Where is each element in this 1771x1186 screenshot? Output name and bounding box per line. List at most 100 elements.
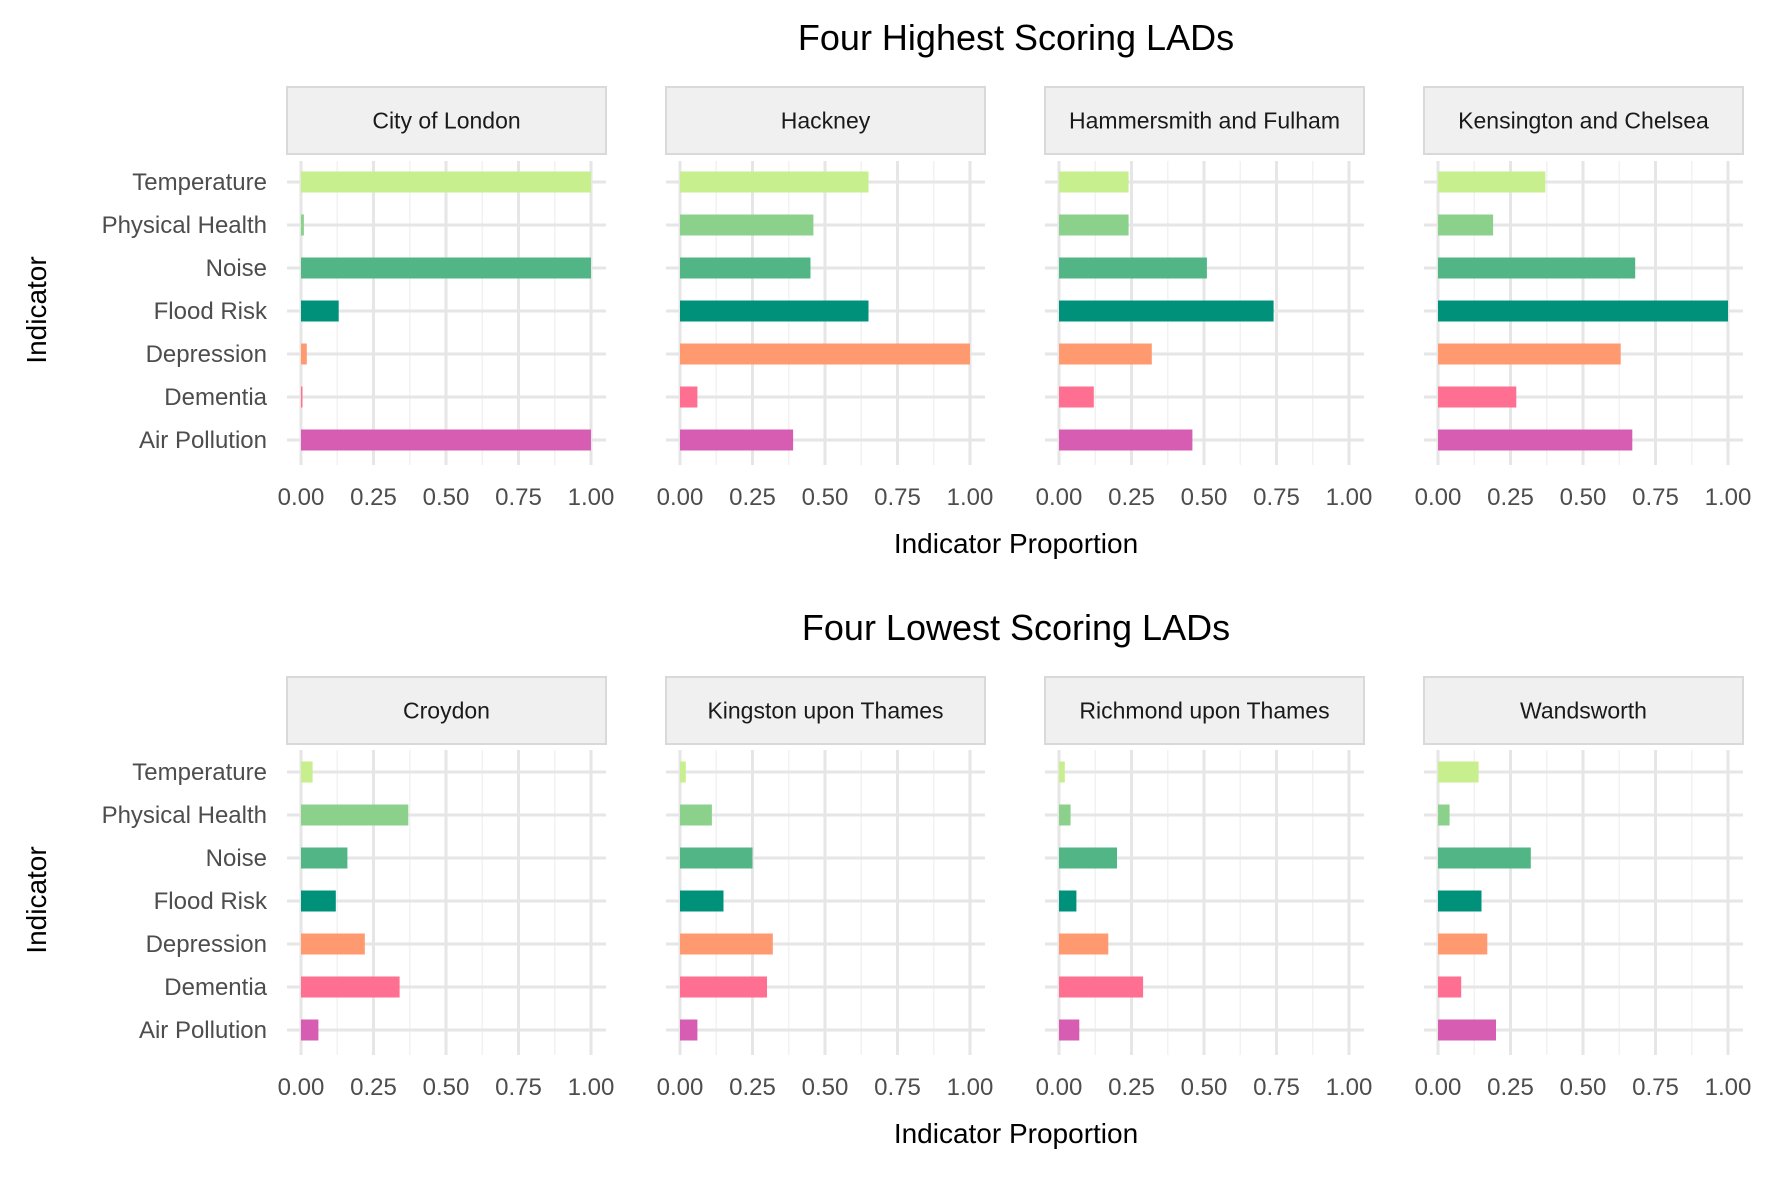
facet-strip-label: Wandsworth (1520, 698, 1647, 724)
y-tick-label: Noise (206, 845, 267, 872)
bar-dementia (1059, 976, 1144, 998)
bar-air-pollution (1059, 1019, 1080, 1041)
x-tick-label: 0.75 (874, 484, 921, 511)
bar-physical-health (680, 804, 712, 826)
bar-noise (1059, 257, 1207, 279)
y-tick-label: Physical Health (102, 212, 267, 239)
x-tick-label: 1.00 (947, 1074, 994, 1101)
x-tick-label: 1.00 (568, 484, 615, 511)
bar-depression (1438, 343, 1621, 365)
chart-title: Four Highest Scoring LADs (798, 17, 1234, 58)
facet-panel: Hammersmith and Fulham 0.00 0.25 0.50 0.75 1.… (1036, 86, 1373, 511)
bar-noise (301, 847, 348, 869)
y-tick-label: Dementia (164, 384, 267, 411)
facet-panel: Kensington and Chelsea 0.00 0.25 0.50 0.75 1.… (1415, 86, 1752, 511)
x-tick-label: 0.75 (874, 1074, 921, 1101)
x-tick-label: 0.75 (1632, 484, 1679, 511)
bar-depression (1059, 933, 1109, 955)
bar-depression (1438, 933, 1488, 955)
y-tick-label: Noise (206, 255, 267, 282)
bar-physical-health (301, 214, 304, 236)
bar-dementia (1059, 386, 1094, 408)
bar-air-pollution (1438, 1019, 1496, 1041)
y-tick-label: Depression (146, 931, 267, 958)
x-tick-label: 0.50 (802, 484, 849, 511)
lowest-lads-chart: Four Lowest Scoring LADs Indicator Indicat… (21, 607, 1751, 1149)
y-tick-label: Temperature (132, 759, 267, 786)
x-tick-label: 1.00 (1705, 484, 1752, 511)
facet-strip-label: Kingston upon Thames (707, 698, 943, 724)
x-tick-label: 0.25 (350, 1074, 397, 1101)
bar-noise (680, 257, 811, 279)
y-tick-label: Temperature (132, 169, 267, 196)
bar-air-pollution (680, 1019, 698, 1041)
x-tick-label: 0.75 (495, 1074, 542, 1101)
bar-temperature (1438, 171, 1546, 193)
x-tick-label: 0.00 (1036, 484, 1083, 511)
bar-depression (680, 933, 773, 955)
x-tick-label: 0.50 (423, 1074, 470, 1101)
y-tick-label: Air Pollution (139, 1017, 267, 1044)
bar-air-pollution (301, 429, 591, 451)
highest-lads-chart: Four Highest Scoring LADs Indicator Indica… (21, 17, 1751, 559)
y-tick-label: Physical Health (102, 802, 267, 829)
x-tick-label: 1.00 (1326, 484, 1373, 511)
y-tick-label: Flood Risk (154, 888, 268, 915)
bar-flood-risk (680, 300, 869, 322)
facet-strip (665, 676, 986, 745)
facet-strip-label: Croydon (403, 698, 490, 724)
x-axis-title: Indicator Proportion (894, 528, 1138, 559)
bar-temperature (301, 761, 313, 783)
bar-temperature (1059, 171, 1129, 193)
bar-noise (301, 257, 591, 279)
x-tick-label: 1.00 (568, 1074, 615, 1101)
facet-strip (1423, 676, 1744, 745)
bar-temperature (301, 171, 591, 193)
x-tick-label: 0.25 (1487, 1074, 1534, 1101)
facet-panel: Hackney 0.00 0.25 0.50 0.75 1.00 (657, 86, 993, 511)
bar-physical-health (1059, 804, 1071, 826)
x-tick-label: 0.00 (657, 484, 704, 511)
bar-noise (680, 847, 753, 869)
facet-panel: City of London 0.00 0.25 0.50 0.75 1.00 (278, 86, 615, 511)
x-tick-label: 0.75 (1253, 1074, 1300, 1101)
facet-strip (1044, 86, 1365, 155)
x-tick-label: 0.75 (495, 484, 542, 511)
y-tick-label: Flood Risk (154, 298, 268, 325)
bar-flood-risk (1059, 890, 1077, 912)
chart-title: Four Lowest Scoring LADs (802, 607, 1230, 648)
x-tick-label: 1.00 (1705, 1074, 1752, 1101)
y-tick-label: Air Pollution (139, 427, 267, 454)
bar-physical-health (680, 214, 814, 236)
y-axis-title: Indicator (21, 846, 52, 953)
x-tick-label: 0.75 (1253, 484, 1300, 511)
facet-strip-label: Kensington and Chelsea (1458, 108, 1709, 134)
bar-flood-risk (1438, 300, 1728, 322)
x-tick-label: 0.25 (350, 484, 397, 511)
bar-noise (1438, 847, 1531, 869)
y-axis-title: Indicator (21, 256, 52, 363)
x-tick-label: 0.00 (1036, 1074, 1083, 1101)
x-axis-title: Indicator Proportion (894, 1118, 1138, 1149)
facet-strip (286, 676, 607, 745)
bar-air-pollution (1059, 429, 1193, 451)
bar-flood-risk (1438, 890, 1482, 912)
bar-flood-risk (680, 890, 724, 912)
x-tick-label: 0.75 (1632, 1074, 1679, 1101)
bar-noise (1059, 847, 1117, 869)
x-tick-label: 0.25 (729, 484, 776, 511)
x-tick-label: 0.25 (1487, 484, 1534, 511)
bar-temperature (1438, 761, 1479, 783)
facet-strip (286, 86, 607, 155)
bar-temperature (680, 171, 869, 193)
facet-strip (665, 86, 986, 155)
facet-panel: Kingston upon Thames 0.00 0.25 0.50 0.75 1.00 (657, 676, 994, 1101)
facet-strip-label: Richmond upon Thames (1079, 698, 1329, 724)
x-tick-label: 0.00 (278, 484, 325, 511)
x-tick-label: 0.00 (1415, 484, 1462, 511)
bar-temperature (680, 761, 686, 783)
bar-dementia (1438, 976, 1462, 998)
x-tick-label: 0.25 (1108, 1074, 1155, 1101)
bar-flood-risk (301, 890, 336, 912)
